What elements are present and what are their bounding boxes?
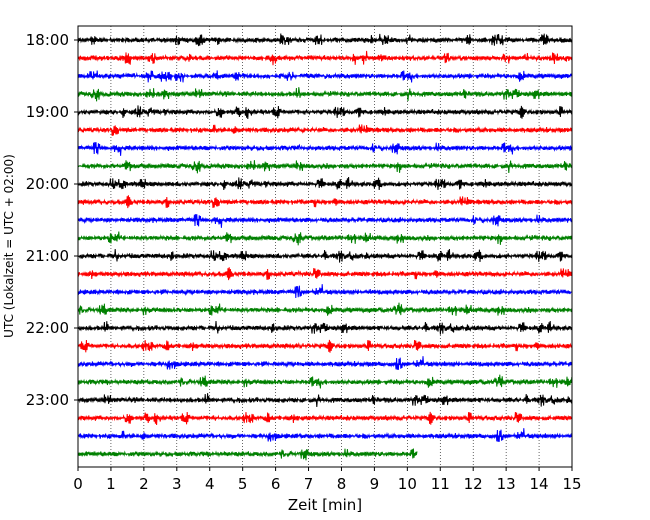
trace-1800 [77, 33, 573, 47]
y-tick-label: 18:00 [26, 31, 69, 49]
x-tick-label: 9 [370, 475, 380, 493]
x-tick-label: 12 [464, 475, 483, 493]
trace-1815 [77, 50, 573, 66]
y-axis-label: UTC (Lokalzeit = UTC + 02:00) [2, 154, 16, 338]
x-tick-label: 6 [271, 475, 281, 493]
y-axis: 18:00 19:00 20:00 21:00 22:00 23:00 [26, 31, 78, 409]
trace-1900 [77, 105, 573, 120]
trace-2045 [77, 231, 573, 246]
x-tick-label: 8 [337, 475, 347, 493]
x-tick-label: 5 [238, 475, 248, 493]
x-tick-label: 10 [398, 475, 417, 493]
trace-1830 [77, 70, 573, 83]
trace-1915 [77, 124, 573, 136]
trace-2130 [77, 284, 573, 299]
trace-2330 [77, 428, 573, 442]
x-axis: 0 1 2 3 4 5 6 7 8 9 10 11 12 13 14 15 [73, 467, 582, 493]
trace-2215 [77, 339, 573, 353]
trace-2145 [77, 302, 573, 316]
plot-frame [77, 25, 573, 468]
x-axis-label: Zeit [min] [288, 496, 362, 514]
x-tick-label: 7 [304, 475, 314, 493]
trace-2300 [77, 393, 573, 407]
trace-2345 [77, 448, 418, 461]
trace-1930 [77, 142, 573, 156]
plot-area [78, 26, 572, 467]
y-tick-label: 21:00 [26, 247, 69, 265]
trace-2030 [77, 214, 573, 228]
seismic-traces [77, 33, 573, 461]
x-tick-label: 0 [73, 475, 83, 493]
trace-2115 [77, 267, 573, 281]
trace-1845 [77, 87, 573, 102]
x-tick-label: 3 [172, 475, 182, 493]
x-tick-label: 13 [497, 475, 516, 493]
trace-2015 [77, 195, 573, 209]
y-tick-label: 19:00 [26, 103, 69, 121]
trace-2230 [77, 356, 573, 370]
y-tick-label: 22:00 [26, 319, 69, 337]
trace-2245 [77, 374, 573, 389]
x-tick-label: 2 [139, 475, 149, 493]
trace-2315 [77, 411, 573, 426]
trace-2200 [77, 320, 573, 335]
x-tick-label: 14 [530, 475, 549, 493]
x-tick-label: 1 [106, 475, 116, 493]
trace-1945 [77, 160, 573, 174]
x-tick-label: 4 [205, 475, 215, 493]
x-tick-label: 11 [431, 475, 450, 493]
y-tick-label: 23:00 [26, 391, 69, 409]
trace-2000 [77, 176, 573, 191]
trace-2100 [77, 248, 573, 263]
x-tick-label: 15 [562, 475, 581, 493]
y-tick-label: 20:00 [26, 175, 69, 193]
